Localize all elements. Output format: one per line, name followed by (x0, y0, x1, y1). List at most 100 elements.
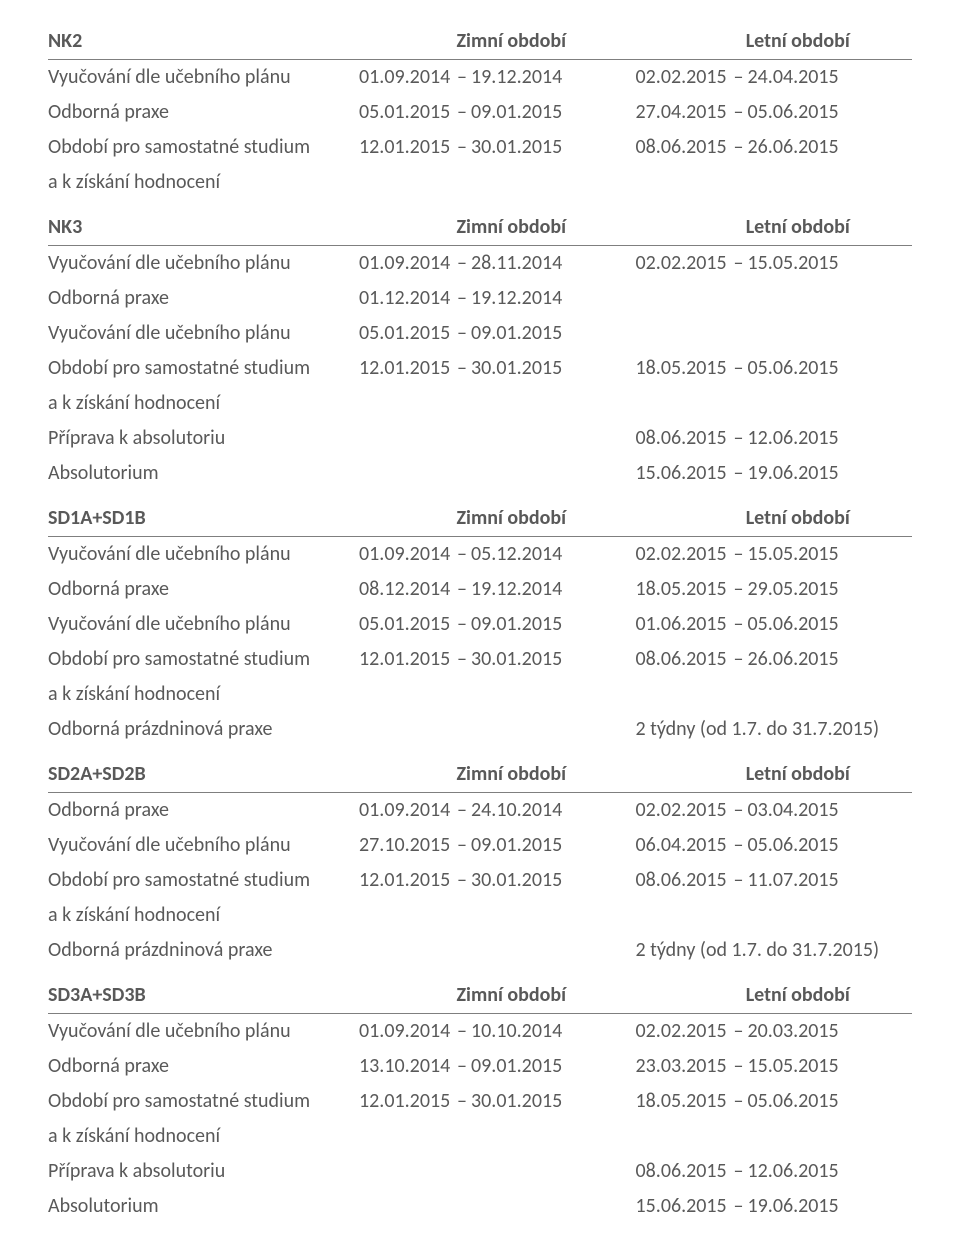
header-winter: Zimní období (359, 757, 635, 793)
row-label: Odborná prázdninová praxe (48, 712, 359, 747)
table-row: Odborná praxe01.09.2014–24.10.201402.02.… (48, 793, 912, 829)
winter-cell: 01.12.2014–19.12.2014 (359, 281, 635, 316)
row-label: Období pro samostatné studium (48, 130, 359, 165)
winter-cell: 05.01.2015–09.01.2015 (359, 95, 635, 130)
header-winter: Zimní období (359, 24, 635, 60)
winter-cell: 12.01.2015–30.01.2015 (359, 130, 635, 165)
table-row: Období pro samostatné studium12.01.2015–… (48, 642, 912, 677)
row-label: Příprava k absolutoriu (48, 421, 359, 456)
summer-cell (636, 281, 913, 316)
winter-cell: 01.09.2014–05.12.2014 (359, 537, 635, 573)
winter-cell: 27.10.2015–09.01.2015 (359, 828, 635, 863)
winter-cell: 12.01.2015–30.01.2015 (359, 351, 635, 386)
row-label: Absolutorium (48, 1189, 359, 1224)
summer-cell: 06.04.2015–05.06.2015 (636, 828, 913, 863)
winter-cell (359, 1189, 635, 1224)
section-code: SD1A+SD1B (48, 501, 359, 537)
winter-cell (359, 712, 635, 747)
summer-cell: 18.05.2015–29.05.2015 (636, 572, 913, 607)
schedule-table: SD1A+SD1BZimní obdobíLetní obdobíVyučová… (48, 501, 912, 747)
summer-cell: 02.02.2015–24.04.2015 (636, 60, 913, 96)
header-summer: Letní období (636, 24, 913, 60)
table-row: Odborná praxe13.10.2014–09.01.201523.03.… (48, 1049, 912, 1084)
winter-cell (359, 421, 635, 456)
table-row: Období pro samostatné studium12.01.2015–… (48, 130, 912, 165)
winter-cell (359, 456, 635, 491)
section-code: NK3 (48, 210, 359, 246)
row-label: Období pro samostatné studium (48, 351, 359, 386)
schedule-table: SD3A+SD3BZimní obdobíLetní obdobíVyučová… (48, 978, 912, 1224)
table-row: a k získání hodnocení (48, 1119, 912, 1154)
row-label: Vyučování dle učebního plánu (48, 246, 359, 282)
header-winter: Zimní období (359, 501, 635, 537)
header-summer: Letní období (636, 501, 913, 537)
header-winter: Zimní období (359, 210, 635, 246)
winter-cell: 12.01.2015–30.01.2015 (359, 642, 635, 677)
winter-cell (359, 933, 635, 968)
row-label: Období pro samostatné studium (48, 642, 359, 677)
summer-cell (636, 316, 913, 351)
table-row: Období pro samostatné studium12.01.2015–… (48, 351, 912, 386)
winter-cell: 12.01.2015–30.01.2015 (359, 863, 635, 898)
row-label-wrap: a k získání hodnocení (48, 386, 359, 421)
schedule-table: SD2A+SD2BZimní obdobíLetní obdobíOdborná… (48, 757, 912, 968)
row-label: Vyučování dle učebního plánu (48, 828, 359, 863)
table-row: Příprava k absolutoriu08.06.2015–12.06.2… (48, 421, 912, 456)
section-code: NK2 (48, 24, 359, 60)
header-summer: Letní období (636, 210, 913, 246)
winter-cell: 08.12.2014–19.12.2014 (359, 572, 635, 607)
table-row: a k získání hodnocení (48, 165, 912, 200)
row-label: Odborná praxe (48, 95, 359, 130)
row-label: Vyučování dle učebního plánu (48, 60, 359, 96)
table-row: a k získání hodnocení (48, 898, 912, 933)
row-label: Odborná praxe (48, 572, 359, 607)
table-row: Vyučování dle učebního plánu01.09.2014–1… (48, 1014, 912, 1050)
row-label: Období pro samostatné studium (48, 863, 359, 898)
row-label: Vyučování dle učebního plánu (48, 316, 359, 351)
table-row: Absolutorium15.06.2015–19.06.2015 (48, 456, 912, 491)
winter-cell: 13.10.2014–09.01.2015 (359, 1049, 635, 1084)
table-row: Odborná prázdninová praxe2 týdny (od 1.7… (48, 933, 912, 968)
table-row: Odborná praxe01.12.2014–19.12.2014 (48, 281, 912, 316)
schedule-table: NK3Zimní obdobíLetní obdobíVyučování dle… (48, 210, 912, 491)
summer-cell: 08.06.2015–26.06.2015 (636, 130, 913, 165)
header-summer: Letní období (636, 757, 913, 793)
summer-cell: 18.05.2015–05.06.2015 (636, 351, 913, 386)
summer-cell: 18.05.2015–05.06.2015 (636, 1084, 913, 1119)
winter-cell (359, 1154, 635, 1189)
row-label: Vyučování dle učebního plánu (48, 537, 359, 573)
winter-cell: 01.09.2014–10.10.2014 (359, 1014, 635, 1050)
table-row: Vyučování dle učebního plánu01.09.2014–2… (48, 246, 912, 282)
row-label: Příprava k absolutoriu (48, 1154, 359, 1189)
summer-cell: 02.02.2015–03.04.2015 (636, 793, 913, 829)
row-label-wrap: a k získání hodnocení (48, 677, 359, 712)
table-row: Období pro samostatné studium12.01.2015–… (48, 1084, 912, 1119)
summer-cell: 27.04.2015–05.06.2015 (636, 95, 913, 130)
table-row: Odborná prázdninová praxe 2 týdny (od 1.7… (48, 712, 912, 747)
table-row: a k získání hodnocení (48, 386, 912, 421)
table-row: Odborná praxe08.12.2014–19.12.201418.05.… (48, 572, 912, 607)
row-label: Odborná praxe (48, 1049, 359, 1084)
summer-cell: 02.02.2015–20.03.2015 (636, 1014, 913, 1050)
summer-note: 2 týdny (od 1.7. do 31.7.2015) (636, 712, 913, 747)
schedule-document: NK2Zimní obdobíLetní obdobíVyučování dle… (48, 24, 912, 1224)
winter-cell: 05.01.2015–09.01.2015 (359, 607, 635, 642)
table-row: Období pro samostatné studium12.01.2015–… (48, 863, 912, 898)
winter-cell: 12.01.2015–30.01.2015 (359, 1084, 635, 1119)
row-label: Odborná praxe (48, 281, 359, 316)
winter-cell: 01.09.2014–28.11.2014 (359, 246, 635, 282)
table-row: Vyučování dle učebního plánu01.09.2014–0… (48, 537, 912, 573)
row-label-wrap: a k získání hodnocení (48, 898, 359, 933)
summer-cell: 08.06.2015–12.06.2015 (636, 1154, 913, 1189)
header-summer: Letní období (636, 978, 913, 1014)
row-label-wrap: a k získání hodnocení (48, 165, 359, 200)
summer-cell: 15.06.2015–19.06.2015 (636, 1189, 913, 1224)
table-row: Vyučování dle učebního plánu05.01.2015–0… (48, 607, 912, 642)
row-label: Období pro samostatné studium (48, 1084, 359, 1119)
section-code: SD3A+SD3B (48, 978, 359, 1014)
table-row: a k získání hodnocení (48, 677, 912, 712)
header-winter: Zimní období (359, 978, 635, 1014)
summer-cell: 02.02.2015–15.05.2015 (636, 537, 913, 573)
summer-cell: 01.06.2015–05.06.2015 (636, 607, 913, 642)
table-row: Vyučování dle učebního plánu27.10.2015–0… (48, 828, 912, 863)
